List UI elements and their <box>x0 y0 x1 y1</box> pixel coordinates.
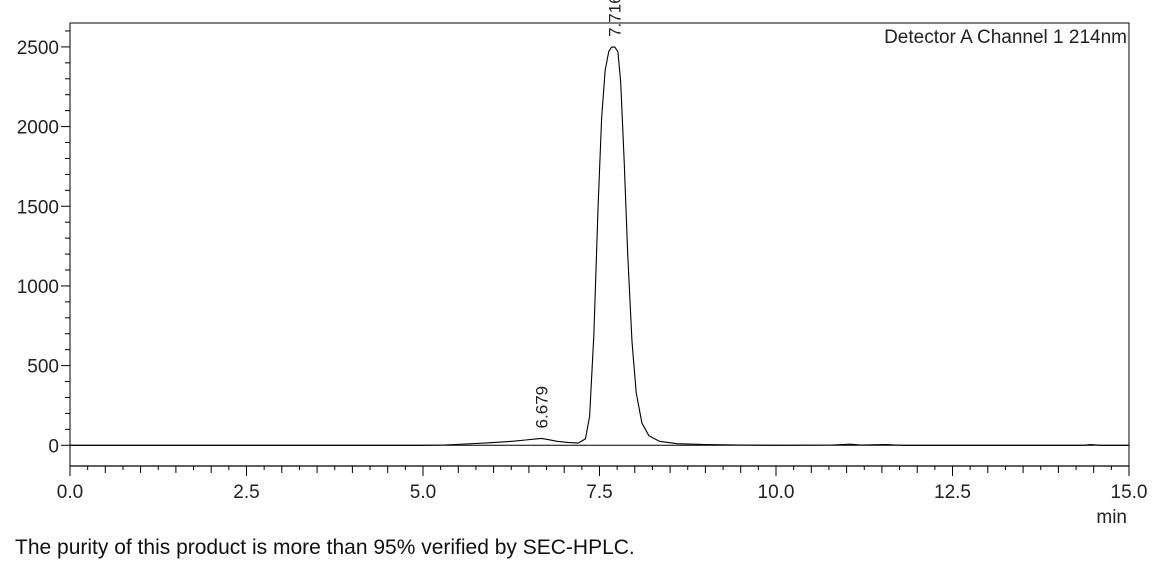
x-axis: 0.0 2.5 5.0 7.5 10.0 12.5 15.0 <box>57 466 1148 503</box>
x-tick-label: 7.5 <box>586 482 612 503</box>
y-tick-label: 2500 <box>17 38 59 59</box>
y-tick-label: 500 <box>27 357 59 378</box>
chromatogram-chart: 0 500 1000 1500 2000 2500 0.0 2.5 5.0 7.5 10.0 12.… <box>17 0 1148 528</box>
y-tick-label: 1000 <box>17 277 59 298</box>
y-tick-label: 2000 <box>17 118 59 139</box>
x-tick-label: 5.0 <box>410 482 436 503</box>
x-tick-label: 2.5 <box>233 482 259 503</box>
chromatogram-trace <box>70 46 1129 446</box>
y-axis: 0 500 1000 1500 2000 2500 <box>17 30 70 457</box>
x-tick-label: 12.5 <box>934 482 971 503</box>
y-tick-label: 0 <box>48 436 59 457</box>
detector-label: Detector A Channel 1 214nm <box>884 27 1127 48</box>
x-axis-unit-label: min <box>1096 507 1127 528</box>
peak-retention-label: 6.679 <box>533 386 552 429</box>
plot-frame <box>69 22 1130 467</box>
x-tick-label: 0.0 <box>57 482 83 503</box>
peak-annotations: 6.679 7.716 <box>533 0 625 428</box>
x-tick-label: 15.0 <box>1111 482 1148 503</box>
x-tick-label: 10.0 <box>758 482 795 503</box>
peak-retention-label: 7.716 <box>606 0 625 37</box>
y-tick-label: 1500 <box>17 197 59 218</box>
purity-caption: The purity of this product is more than … <box>15 536 635 559</box>
